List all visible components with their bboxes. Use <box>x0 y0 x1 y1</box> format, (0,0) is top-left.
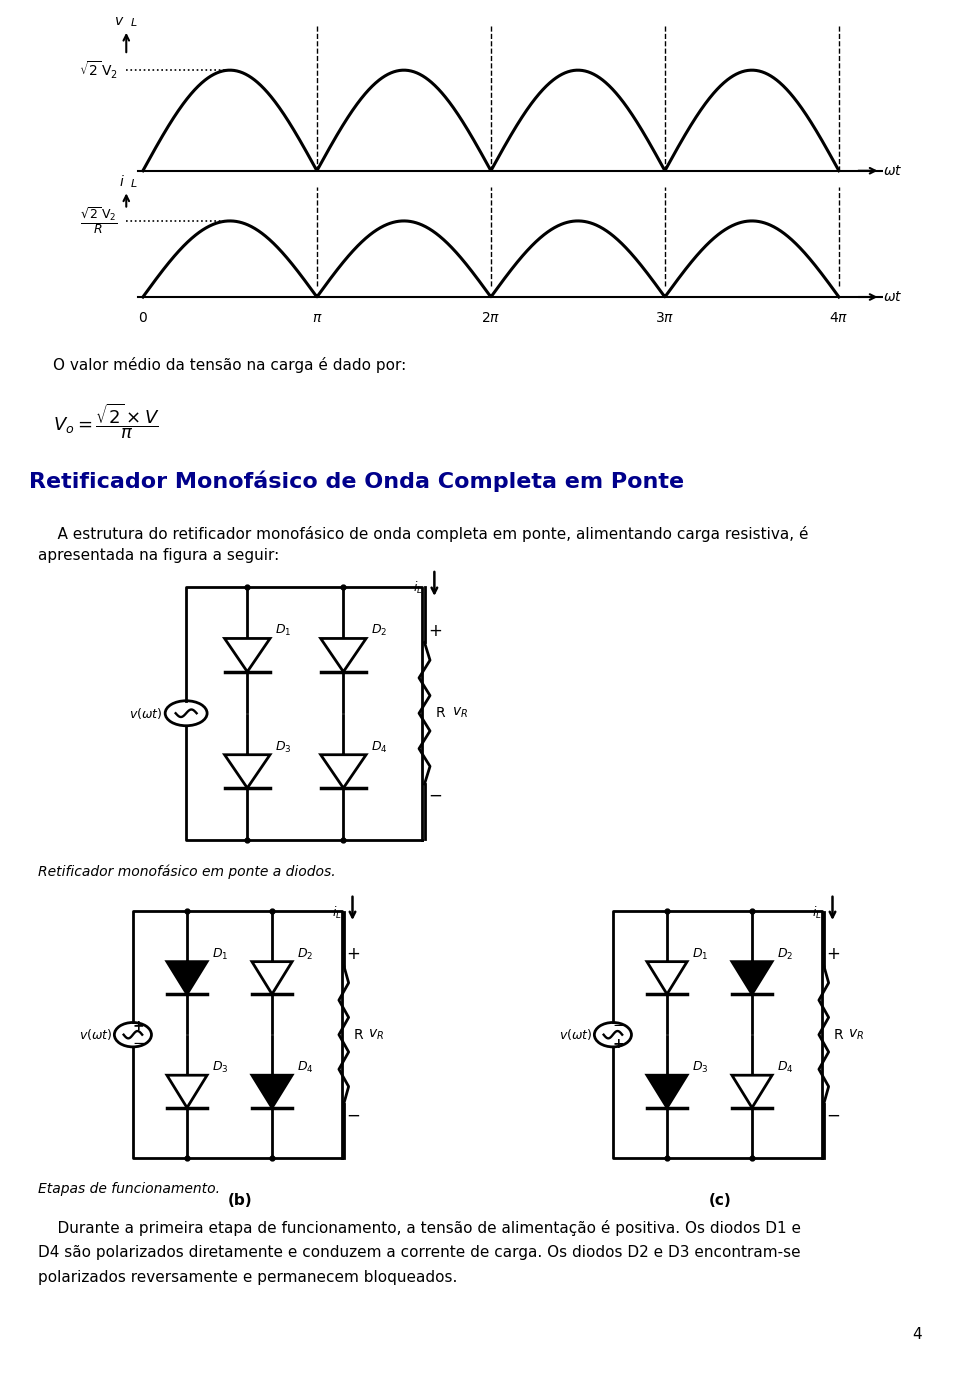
Text: $\sqrt{2}\,\mathrm{V}_2$: $\sqrt{2}\,\mathrm{V}_2$ <box>79 59 118 80</box>
Text: Retificador Monofásico de Onda Completa em Ponte: Retificador Monofásico de Onda Completa … <box>29 470 684 492</box>
Text: $v_R$: $v_R$ <box>452 707 468 721</box>
Text: R: R <box>353 1028 363 1041</box>
Text: $\pi$: $\pi$ <box>312 311 323 325</box>
Text: $D_3$: $D_3$ <box>691 1061 708 1075</box>
Text: $\dfrac{\sqrt{2}\,\mathrm{V}_2}{R}$: $\dfrac{\sqrt{2}\,\mathrm{V}_2}{R}$ <box>81 206 118 236</box>
Text: Durante a primeira etapa de funcionamento, a tensão de alimentação é positiva. O: Durante a primeira etapa de funcionament… <box>38 1220 802 1236</box>
Text: A estrutura do retificador monofásico de onda completa em ponte, alimentando car: A estrutura do retificador monofásico de… <box>38 526 809 542</box>
Polygon shape <box>647 961 687 994</box>
Text: L: L <box>131 18 137 28</box>
Text: L: L <box>131 178 137 189</box>
Text: $D_2$: $D_2$ <box>372 624 387 639</box>
Text: $D_3$: $D_3$ <box>275 740 292 755</box>
Text: −: − <box>132 1036 145 1051</box>
Text: $v_R$: $v_R$ <box>368 1028 384 1041</box>
Polygon shape <box>732 961 772 994</box>
Polygon shape <box>225 639 270 672</box>
Text: $3\pi$: $3\pi$ <box>656 311 675 325</box>
Text: R: R <box>833 1028 843 1041</box>
Text: $D_2$: $D_2$ <box>777 946 793 961</box>
Text: Etapas de funcionamento.: Etapas de funcionamento. <box>38 1182 221 1196</box>
Text: apresentada na figura a seguir:: apresentada na figura a seguir: <box>38 548 279 563</box>
Text: 4: 4 <box>912 1326 922 1342</box>
Text: i: i <box>120 176 124 189</box>
Text: polarizados reversamente e permanecem bloqueados.: polarizados reversamente e permanecem bl… <box>38 1270 458 1285</box>
Text: $D_1$: $D_1$ <box>211 946 228 961</box>
Text: −: − <box>347 1106 360 1124</box>
Text: $V_o = \dfrac{\sqrt{2}\times V}{\pi}$: $V_o = \dfrac{\sqrt{2}\times V}{\pi}$ <box>53 401 159 441</box>
Text: $v(\omega t)$: $v(\omega t)$ <box>130 705 162 721</box>
Polygon shape <box>225 755 270 788</box>
Text: +: + <box>827 945 840 963</box>
Text: v: v <box>115 14 124 28</box>
Text: Retificador monofásico em ponte a diodos.: Retificador monofásico em ponte a diodos… <box>38 864 336 878</box>
Polygon shape <box>647 1075 687 1108</box>
Text: (b): (b) <box>228 1194 252 1207</box>
Text: +: + <box>347 945 360 963</box>
Text: $i_L$: $i_L$ <box>332 904 342 921</box>
Text: +: + <box>612 1037 624 1051</box>
Text: $D_1$: $D_1$ <box>275 624 292 639</box>
Polygon shape <box>321 639 366 672</box>
Text: −: − <box>612 1018 625 1033</box>
Text: $D_4$: $D_4$ <box>372 740 388 755</box>
Polygon shape <box>167 1075 207 1108</box>
Text: $v(\omega t)$: $v(\omega t)$ <box>559 1028 592 1043</box>
Text: $i_L$: $i_L$ <box>413 581 422 596</box>
Polygon shape <box>732 1075 772 1108</box>
Text: $2\pi$: $2\pi$ <box>481 311 500 325</box>
Polygon shape <box>252 961 292 994</box>
Text: (c): (c) <box>708 1194 732 1207</box>
Text: $D_1$: $D_1$ <box>691 946 708 961</box>
Text: R: R <box>436 707 445 721</box>
Polygon shape <box>321 755 366 788</box>
Text: $D_3$: $D_3$ <box>211 1061 228 1075</box>
Text: $D_2$: $D_2$ <box>297 946 313 961</box>
Polygon shape <box>167 961 207 994</box>
Text: +: + <box>428 621 443 639</box>
Text: $4\pi$: $4\pi$ <box>829 311 849 325</box>
Text: $v(\omega t)$: $v(\omega t)$ <box>79 1028 112 1043</box>
Text: $\omega t$: $\omega t$ <box>883 290 902 304</box>
Text: −: − <box>827 1106 840 1124</box>
Text: −: − <box>428 787 443 805</box>
Text: +: + <box>132 1018 144 1033</box>
Text: $i_L$: $i_L$ <box>812 904 822 921</box>
Polygon shape <box>252 1075 292 1108</box>
Text: O valor médio da tensão na carga é dado por:: O valor médio da tensão na carga é dado … <box>53 357 406 373</box>
Text: D4 são polarizados diretamente e conduzem a corrente de carga. Os diodos D2 e D3: D4 são polarizados diretamente e conduze… <box>38 1245 801 1260</box>
Text: $\omega t$: $\omega t$ <box>883 163 902 178</box>
Text: 0: 0 <box>138 311 147 325</box>
Text: $D_4$: $D_4$ <box>777 1061 793 1075</box>
Text: $D_4$: $D_4$ <box>297 1061 313 1075</box>
Text: $v_R$: $v_R$ <box>848 1028 864 1041</box>
